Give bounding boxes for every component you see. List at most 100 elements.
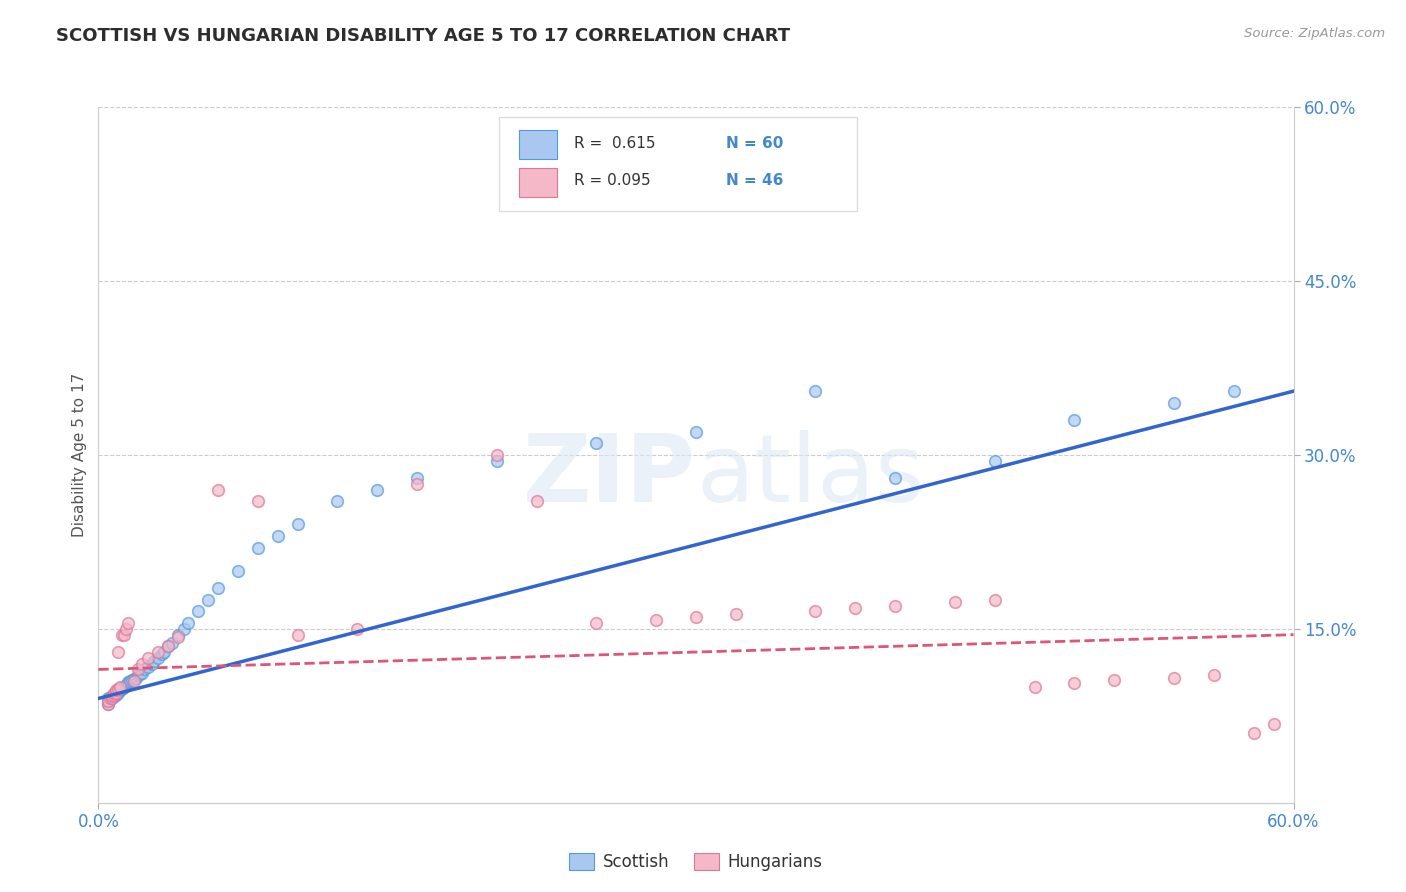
Point bbox=[246, 494, 269, 508]
Point bbox=[127, 662, 149, 676]
Point bbox=[1163, 671, 1185, 685]
Point bbox=[406, 471, 429, 485]
Point bbox=[117, 675, 139, 690]
Point bbox=[101, 691, 124, 706]
Point bbox=[226, 564, 249, 578]
Point bbox=[97, 698, 120, 712]
Point bbox=[105, 688, 128, 702]
Point bbox=[645, 613, 668, 627]
Point bbox=[97, 694, 120, 708]
Text: Source: ZipAtlas.com: Source: ZipAtlas.com bbox=[1244, 27, 1385, 40]
Point bbox=[136, 660, 159, 674]
Point bbox=[167, 630, 190, 644]
Point bbox=[943, 595, 966, 609]
Point bbox=[120, 674, 142, 689]
Point bbox=[110, 683, 132, 698]
Point bbox=[131, 657, 153, 671]
Point bbox=[148, 651, 170, 665]
Point bbox=[111, 628, 134, 642]
Point bbox=[103, 688, 125, 702]
Point bbox=[685, 610, 707, 624]
Point bbox=[246, 541, 269, 555]
Point bbox=[1263, 717, 1285, 731]
Point bbox=[1102, 673, 1125, 687]
Point bbox=[107, 684, 129, 698]
Point bbox=[101, 689, 124, 703]
Point bbox=[115, 622, 138, 636]
Point bbox=[131, 665, 153, 680]
Point bbox=[884, 599, 907, 613]
Point bbox=[804, 384, 827, 398]
Point bbox=[1222, 384, 1246, 398]
Point bbox=[197, 592, 219, 607]
Point bbox=[136, 651, 159, 665]
Text: atlas: atlas bbox=[696, 430, 924, 522]
Point bbox=[141, 657, 163, 671]
Point bbox=[127, 668, 149, 682]
Point bbox=[884, 471, 907, 485]
Point bbox=[125, 671, 148, 685]
Point bbox=[153, 645, 176, 659]
Text: SCOTTISH VS HUNGARIAN DISABILITY AGE 5 TO 17 CORRELATION CHART: SCOTTISH VS HUNGARIAN DISABILITY AGE 5 T… bbox=[56, 27, 790, 45]
Point bbox=[326, 494, 349, 508]
Text: N = 46: N = 46 bbox=[725, 173, 783, 188]
Point bbox=[585, 436, 607, 450]
Point bbox=[134, 662, 156, 676]
Point bbox=[103, 689, 125, 703]
Point bbox=[1024, 680, 1046, 694]
FancyBboxPatch shape bbox=[519, 168, 557, 197]
Point bbox=[121, 673, 143, 687]
Point bbox=[105, 685, 128, 699]
Point bbox=[287, 517, 309, 532]
Point bbox=[485, 453, 508, 467]
Point bbox=[160, 636, 183, 650]
Point bbox=[1202, 668, 1225, 682]
Point bbox=[143, 654, 166, 668]
Text: R = 0.095: R = 0.095 bbox=[574, 173, 651, 188]
Point bbox=[103, 688, 125, 702]
Point bbox=[406, 476, 429, 491]
Point bbox=[724, 607, 747, 621]
Point bbox=[177, 615, 200, 630]
Text: ZIP: ZIP bbox=[523, 430, 696, 522]
Point bbox=[267, 529, 290, 543]
Point bbox=[526, 494, 548, 508]
Point bbox=[97, 691, 120, 706]
Legend: Scottish, Hungarians: Scottish, Hungarians bbox=[562, 847, 830, 878]
Point bbox=[107, 645, 129, 659]
Text: N = 60: N = 60 bbox=[725, 136, 783, 151]
Point bbox=[103, 685, 125, 699]
Point bbox=[124, 672, 146, 686]
Point bbox=[984, 453, 1007, 467]
Point bbox=[1063, 676, 1085, 690]
Point bbox=[117, 676, 139, 690]
Point bbox=[984, 592, 1007, 607]
Point bbox=[685, 425, 707, 439]
Point bbox=[101, 691, 124, 706]
Point bbox=[111, 681, 134, 695]
Point bbox=[101, 689, 124, 703]
Point bbox=[115, 679, 138, 693]
Point bbox=[110, 680, 132, 694]
FancyBboxPatch shape bbox=[519, 130, 557, 159]
Point bbox=[207, 483, 229, 497]
Point bbox=[1163, 396, 1185, 410]
Point bbox=[112, 680, 135, 694]
Point bbox=[110, 682, 132, 697]
Point bbox=[124, 674, 146, 689]
Point bbox=[115, 677, 138, 691]
Point bbox=[107, 683, 129, 698]
Point bbox=[107, 685, 129, 699]
Point bbox=[844, 601, 866, 615]
FancyBboxPatch shape bbox=[499, 118, 858, 211]
Point bbox=[157, 639, 180, 653]
Point bbox=[1063, 413, 1085, 427]
Point bbox=[97, 694, 120, 708]
Point bbox=[148, 645, 170, 659]
Point bbox=[112, 628, 135, 642]
Point bbox=[207, 582, 229, 596]
Point bbox=[485, 448, 508, 462]
Point bbox=[173, 622, 195, 636]
Point bbox=[105, 685, 128, 699]
Point bbox=[167, 628, 190, 642]
